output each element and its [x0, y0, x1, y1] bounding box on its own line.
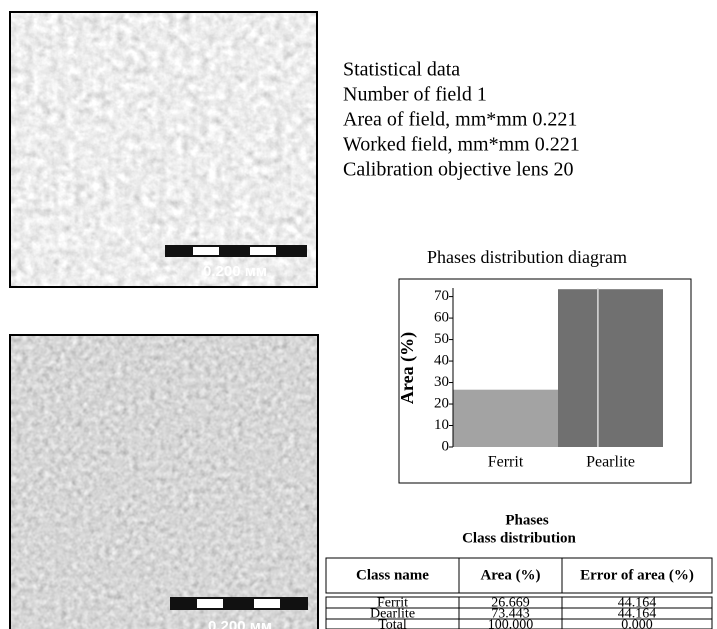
- table-header: Class name: [356, 567, 429, 583]
- scale-bar: [165, 245, 307, 257]
- micrograph: [10, 12, 317, 287]
- table-border: [325, 557, 713, 594]
- bar: [453, 389, 558, 447]
- bar: [558, 289, 663, 447]
- scale-label: 0.200 мм: [203, 263, 267, 280]
- stat-line: Worked field, mm*mm 0.221: [343, 134, 580, 156]
- scale-bar: [170, 597, 308, 610]
- stat-line: Calibration objective lens 20: [343, 159, 574, 181]
- micrograph-border: [9, 11, 318, 288]
- table-cell: 73.443: [491, 607, 530, 622]
- y-tick-label: 20: [434, 395, 449, 411]
- table-cell: 44.164: [618, 607, 657, 622]
- stat-line: Number of field 1: [343, 84, 487, 106]
- micrograph-border: [9, 334, 319, 629]
- table-cell: 26.669: [491, 596, 530, 611]
- y-tick-label: 70: [434, 288, 449, 304]
- y-tick-label: 40: [434, 352, 449, 368]
- stat-line: Statistical data: [343, 59, 460, 81]
- y-axis-label: Area (%): [397, 332, 418, 404]
- table-caption: Class distribution: [462, 530, 576, 546]
- x-tick-label: Ferrit: [488, 454, 524, 471]
- y-tick-label: 50: [434, 331, 449, 347]
- y-tick-label: 30: [434, 374, 449, 390]
- stat-line: Area of field, mm*mm 0.221: [343, 109, 577, 131]
- table-header: Area (%): [480, 567, 540, 583]
- table-header: Error of area (%): [580, 567, 694, 583]
- x-tick-label: Pearlite: [586, 454, 635, 471]
- y-tick-label: 10: [434, 417, 449, 433]
- y-tick-label: 0: [442, 438, 450, 454]
- x-axis-label: Phases: [505, 512, 549, 528]
- table-cell: 100.000: [488, 618, 534, 629]
- table-cell: Ferrit: [377, 596, 408, 611]
- chart-title: Phases distribution diagram: [427, 247, 627, 267]
- table-cell: Total: [378, 618, 407, 629]
- chart-frame: [398, 278, 692, 484]
- table-cell: Dearlite: [370, 607, 415, 622]
- table-cell: 0.000: [621, 618, 653, 629]
- micrograph: [10, 335, 318, 629]
- y-tick-label: 60: [434, 310, 449, 326]
- scale-label: 0.200 мм: [208, 618, 272, 629]
- table-cell: 44.164: [618, 596, 657, 611]
